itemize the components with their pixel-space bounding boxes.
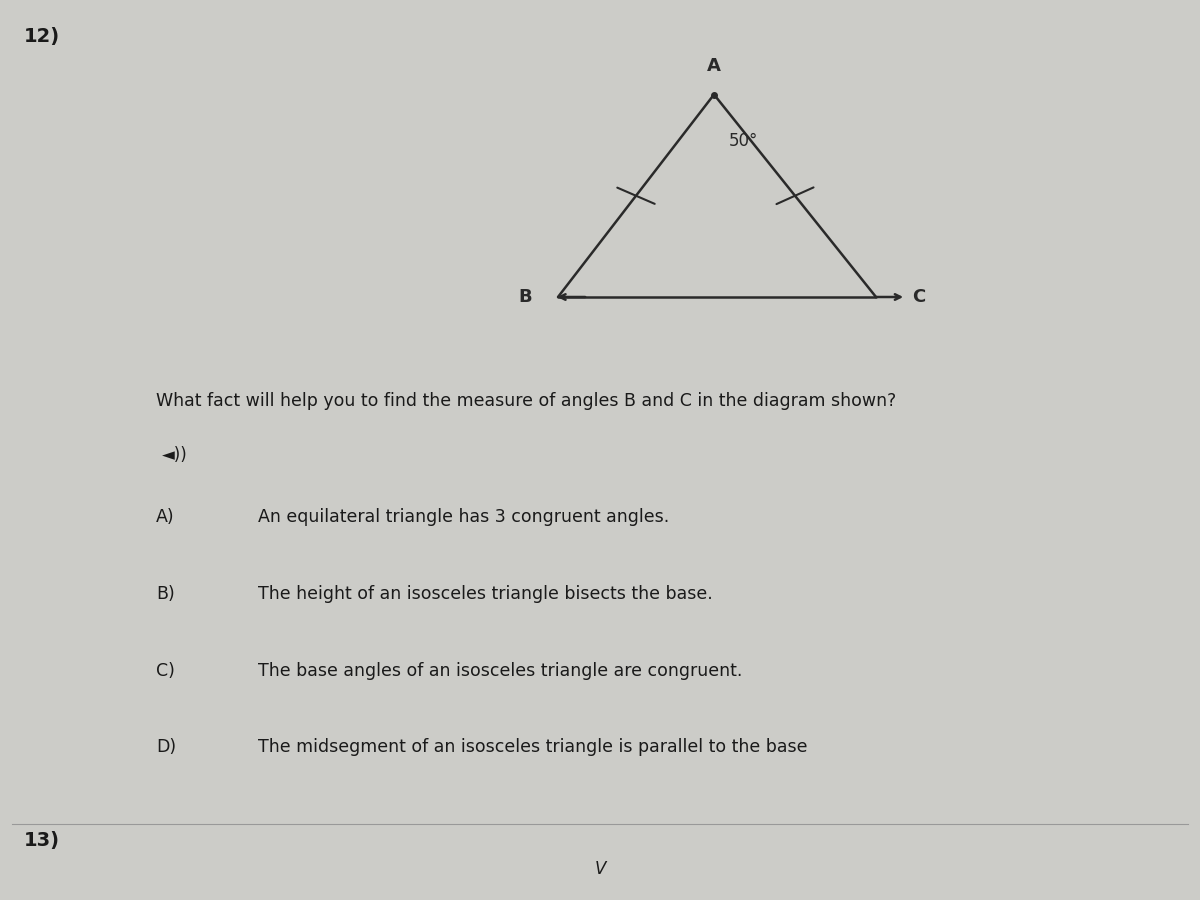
Text: 12): 12) (24, 27, 60, 46)
Text: A): A) (156, 508, 175, 526)
Text: B): B) (156, 585, 175, 603)
Text: C: C (912, 288, 925, 306)
Text: C): C) (156, 662, 175, 680)
Text: D): D) (156, 738, 176, 756)
Text: The midsegment of an isosceles triangle is parallel to the base: The midsegment of an isosceles triangle … (258, 738, 808, 756)
Text: 13): 13) (24, 831, 60, 850)
Text: ◄)): ◄)) (162, 446, 187, 464)
Text: A: A (707, 57, 721, 75)
Text: An equilateral triangle has 3 congruent angles.: An equilateral triangle has 3 congruent … (258, 508, 670, 526)
Text: 50°: 50° (728, 132, 757, 150)
Text: B: B (518, 288, 532, 306)
Text: The base angles of an isosceles triangle are congruent.: The base angles of an isosceles triangle… (258, 662, 743, 680)
Text: The height of an isosceles triangle bisects the base.: The height of an isosceles triangle bise… (258, 585, 713, 603)
Text: V: V (594, 860, 606, 878)
Text: What fact will help you to find the measure of angles B and C in the diagram sho: What fact will help you to find the meas… (156, 392, 896, 410)
